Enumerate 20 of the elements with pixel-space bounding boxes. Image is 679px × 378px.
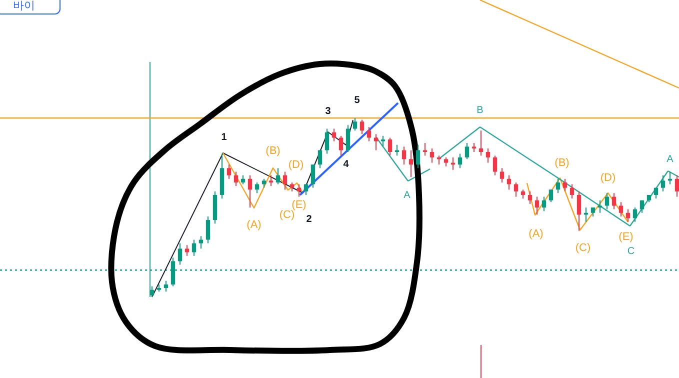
annotation: (A) [528,228,544,240]
annotation: (D) [600,172,616,184]
text: 3 [325,106,332,117]
annotation: 2 [306,214,312,225]
annotation: (E) [292,199,306,211]
annotation: A [666,154,674,165]
annotation: (A) [246,219,262,231]
annotation: 1 [221,132,228,143]
text: 5 [354,95,360,106]
annotation: (E) [618,231,634,243]
text: B [476,105,484,116]
annotation: A [404,190,411,201]
annotation: 4 [343,159,350,170]
annotation: (B) [554,157,570,169]
annotation: C [627,246,635,257]
annotation: (C) [575,242,591,254]
text: 바이 [13,0,35,12]
annotation: (D) [288,159,304,171]
annotation: (B) [266,145,280,157]
annotation: (C) [279,209,295,221]
